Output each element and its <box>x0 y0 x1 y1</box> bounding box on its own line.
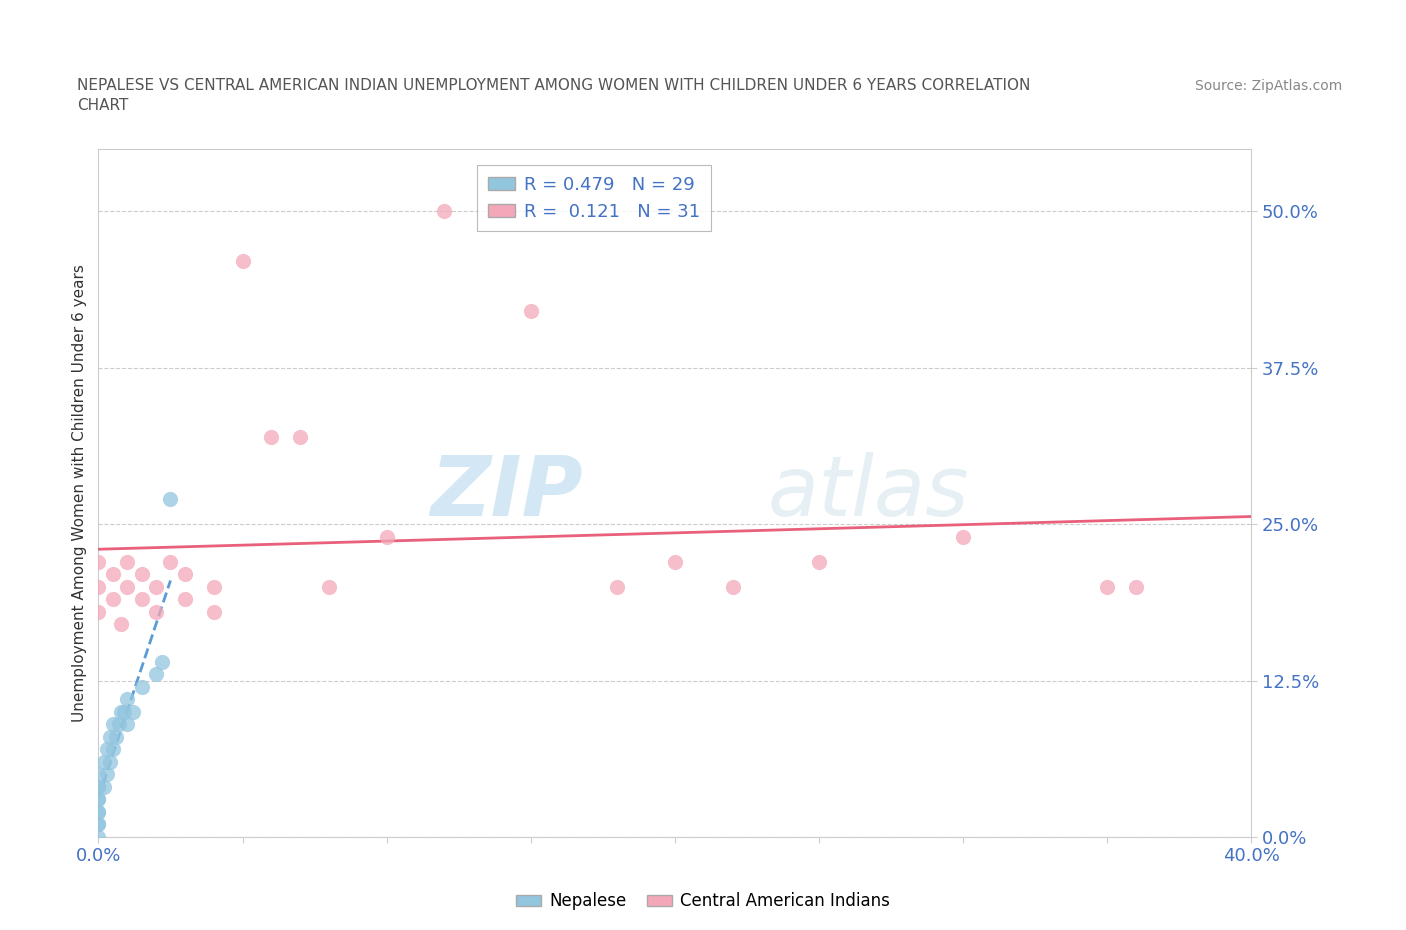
Point <box>131 591 153 606</box>
Point <box>131 566 153 581</box>
Point <box>117 717 138 732</box>
Point <box>433 204 456 219</box>
Text: ZIP: ZIP <box>430 452 582 534</box>
Point <box>202 579 225 594</box>
Point <box>87 792 110 807</box>
Point <box>145 604 167 619</box>
Point <box>96 742 118 757</box>
Point <box>96 767 118 782</box>
Legend: R = 0.479   N = 29, R =  0.121   N = 31: R = 0.479 N = 29, R = 0.121 N = 31 <box>477 165 711 232</box>
Point <box>122 704 145 719</box>
Point <box>807 554 830 569</box>
Point <box>174 566 197 581</box>
Point <box>87 804 110 819</box>
Point <box>112 704 135 719</box>
Point <box>107 717 129 732</box>
Point <box>87 604 110 619</box>
Point <box>145 579 167 594</box>
Point <box>117 579 138 594</box>
Point <box>110 704 132 719</box>
Point <box>117 692 138 707</box>
Point <box>87 792 110 807</box>
Text: Source: ZipAtlas.com: Source: ZipAtlas.com <box>1195 79 1343 93</box>
Point <box>150 655 173 670</box>
Point <box>101 591 124 606</box>
Point <box>606 579 628 594</box>
Point <box>87 579 110 594</box>
Point <box>131 680 153 695</box>
Point <box>721 579 744 594</box>
Point <box>260 429 283 444</box>
Point <box>98 754 121 769</box>
Legend: Nepalese, Central American Indians: Nepalese, Central American Indians <box>509 885 897 917</box>
Point <box>101 717 124 732</box>
Point <box>202 604 225 619</box>
Point <box>87 830 110 844</box>
Point <box>117 554 138 569</box>
Point <box>145 667 167 682</box>
Point <box>952 529 974 544</box>
Point <box>1097 579 1119 594</box>
Point <box>290 429 312 444</box>
Point <box>375 529 398 544</box>
Point <box>104 729 127 744</box>
Text: NEPALESE VS CENTRAL AMERICAN INDIAN UNEMPLOYMENT AMONG WOMEN WITH CHILDREN UNDER: NEPALESE VS CENTRAL AMERICAN INDIAN UNEM… <box>77 78 1031 93</box>
Point <box>87 554 110 569</box>
Point <box>110 617 132 631</box>
Point <box>159 492 181 507</box>
Point <box>87 779 110 794</box>
Point <box>664 554 686 569</box>
Point <box>93 754 115 769</box>
Text: atlas: atlas <box>768 452 969 534</box>
Point <box>1125 579 1147 594</box>
Text: CHART: CHART <box>77 99 129 113</box>
Point <box>520 304 543 319</box>
Point <box>101 742 124 757</box>
Point <box>87 779 110 794</box>
Point <box>231 254 254 269</box>
Point <box>87 817 110 832</box>
Point <box>101 566 124 581</box>
Point <box>159 554 181 569</box>
Point <box>318 579 340 594</box>
Point <box>174 591 197 606</box>
Point <box>87 817 110 832</box>
Point <box>93 779 115 794</box>
Y-axis label: Unemployment Among Women with Children Under 6 years: Unemployment Among Women with Children U… <box>72 264 87 722</box>
Point <box>87 767 110 782</box>
Point <box>87 804 110 819</box>
Point <box>98 729 121 744</box>
